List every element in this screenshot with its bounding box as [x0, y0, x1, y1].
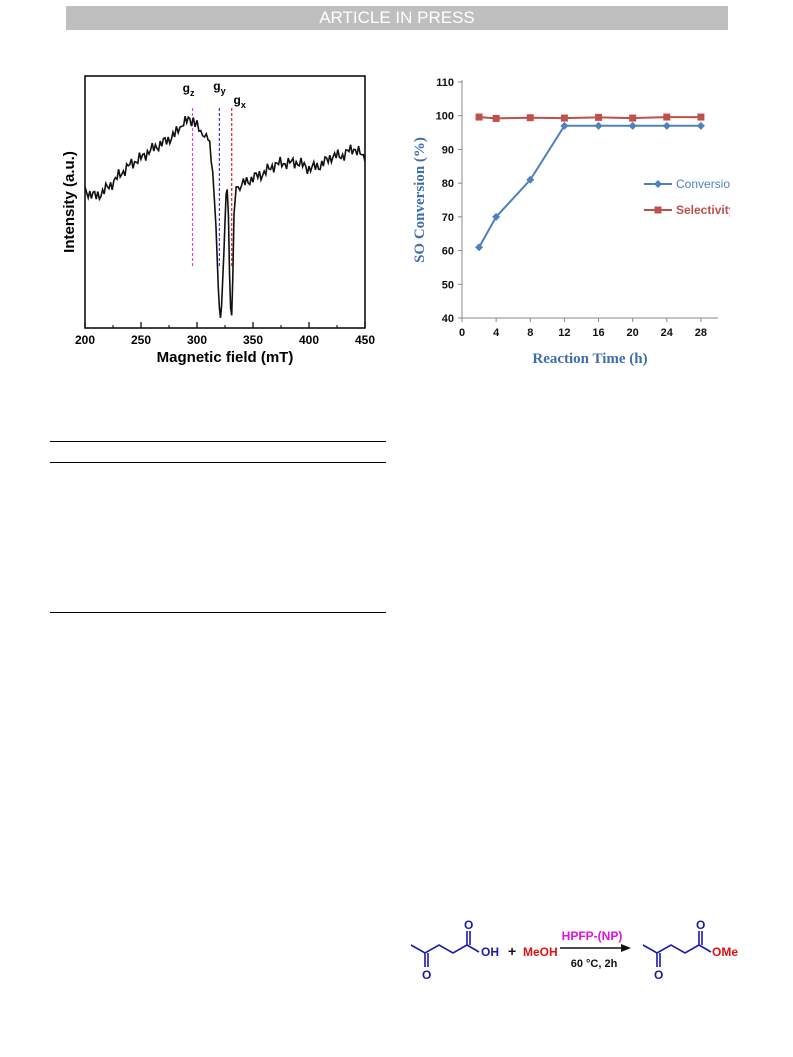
epr-x-tick-label: 300	[187, 333, 207, 347]
hydroxyl-label: OH	[481, 945, 499, 959]
conversion-x-tick-label: 0	[459, 327, 465, 339]
conversion-data-point	[662, 121, 671, 130]
conversion-chart: 40 50 60 70 80 90 100 110 0 4 8 12 16 20 24 28 Conversi…	[412, 77, 730, 367]
conversion-x-tick-label: 8	[527, 327, 533, 339]
methyl-levulinate-structure	[642, 931, 712, 967]
conversion-data-point	[492, 212, 501, 221]
legend-conversion-label: Conversion	[676, 177, 730, 191]
legend-conversion-marker	[654, 180, 662, 188]
catalyst-label: HPFP-(NP)	[562, 929, 623, 943]
conversion-x-tick-label: 12	[558, 327, 570, 339]
selectivity-data-point	[595, 113, 603, 121]
epr-x-tick-label: 450	[355, 333, 375, 347]
epr-spectrum-line	[84, 115, 366, 318]
product-ketone-oxygen-label: O	[654, 968, 663, 982]
table-bottom-rule	[50, 612, 386, 613]
g-y-label: gy	[213, 79, 225, 96]
selectivity-series-line	[479, 116, 701, 120]
conversion-y-tick-label: 100	[436, 111, 454, 123]
conversion-data-point	[560, 121, 569, 130]
conversion-x-tick-label: 16	[592, 327, 604, 339]
conversion-data-point	[475, 243, 484, 252]
legend-selectivity-label: Selectivity	[676, 203, 730, 217]
conversion-x-tick-label: 20	[627, 327, 639, 339]
table-top-rule	[50, 441, 386, 442]
selectivity-data-point	[526, 114, 534, 122]
selectivity-data-point	[697, 113, 705, 121]
conversion-data-point	[594, 121, 603, 130]
conversion-y-axis-label: SO Conversion (%)	[412, 137, 428, 263]
selectivity-data-point	[492, 114, 500, 122]
levulinic-acid-structure	[410, 931, 480, 967]
conversion-data-point	[696, 121, 705, 130]
epr-x-tick-label: 400	[299, 333, 319, 347]
legend-selectivity-marker	[654, 206, 662, 214]
g-x-label: gx	[234, 93, 246, 110]
epr-x-tick-label: 250	[131, 333, 151, 347]
conversion-y-tick-label: 40	[442, 313, 454, 325]
methoxy-label: OMe	[712, 945, 738, 959]
conversion-x-tick-label: 28	[695, 327, 707, 339]
epr-x-tick-label: 200	[75, 333, 95, 347]
epr-x-axis-label: Magnetic field (mT)	[157, 349, 294, 366]
table-header-rule	[50, 462, 386, 463]
conversion-y-tick-label: 110	[436, 77, 454, 89]
conversion-y-tick-label: 80	[442, 178, 454, 190]
article-banner: ARTICLE IN PRESS	[66, 6, 728, 30]
conversion-y-tick-label: 50	[442, 279, 454, 291]
selectivity-data-point	[629, 114, 637, 122]
conversion-x-tick-label: 4	[493, 327, 500, 339]
plus-sign: +	[508, 943, 516, 959]
g-z-label: gz	[183, 81, 195, 98]
selectivity-data-point	[663, 113, 671, 121]
selectivity-data-point	[560, 114, 568, 122]
conversion-x-axis-label: Reaction Time (h)	[532, 351, 647, 367]
conversion-data-point	[526, 175, 535, 184]
esterification-scheme: O O OH + MeOH HPFP-(NP) 60 °C, 2h O O OM…	[410, 918, 738, 982]
conditions-label: 60 °C, 2h	[571, 958, 618, 970]
epr-y-axis-label: Intensity (a.u.)	[61, 151, 78, 253]
selectivity-data-point	[475, 113, 483, 121]
methanol-label: MeOH	[523, 945, 558, 959]
conversion-data-point	[628, 121, 637, 130]
ketone-oxygen-label: O	[422, 968, 431, 982]
ester-carbonyl-oxygen-label: O	[696, 918, 705, 932]
conversion-y-tick-label: 90	[442, 144, 454, 156]
conversion-x-tick-label: 24	[661, 327, 674, 339]
epr-x-tick-label: 350	[243, 333, 263, 347]
conversion-y-tick-label: 60	[442, 246, 454, 258]
conversion-y-tick-label: 70	[442, 212, 454, 224]
conversion-series-line	[478, 124, 701, 248]
acid-carbonyl-oxygen-label: O	[464, 918, 473, 932]
reaction-arrow-head-icon	[621, 944, 631, 952]
